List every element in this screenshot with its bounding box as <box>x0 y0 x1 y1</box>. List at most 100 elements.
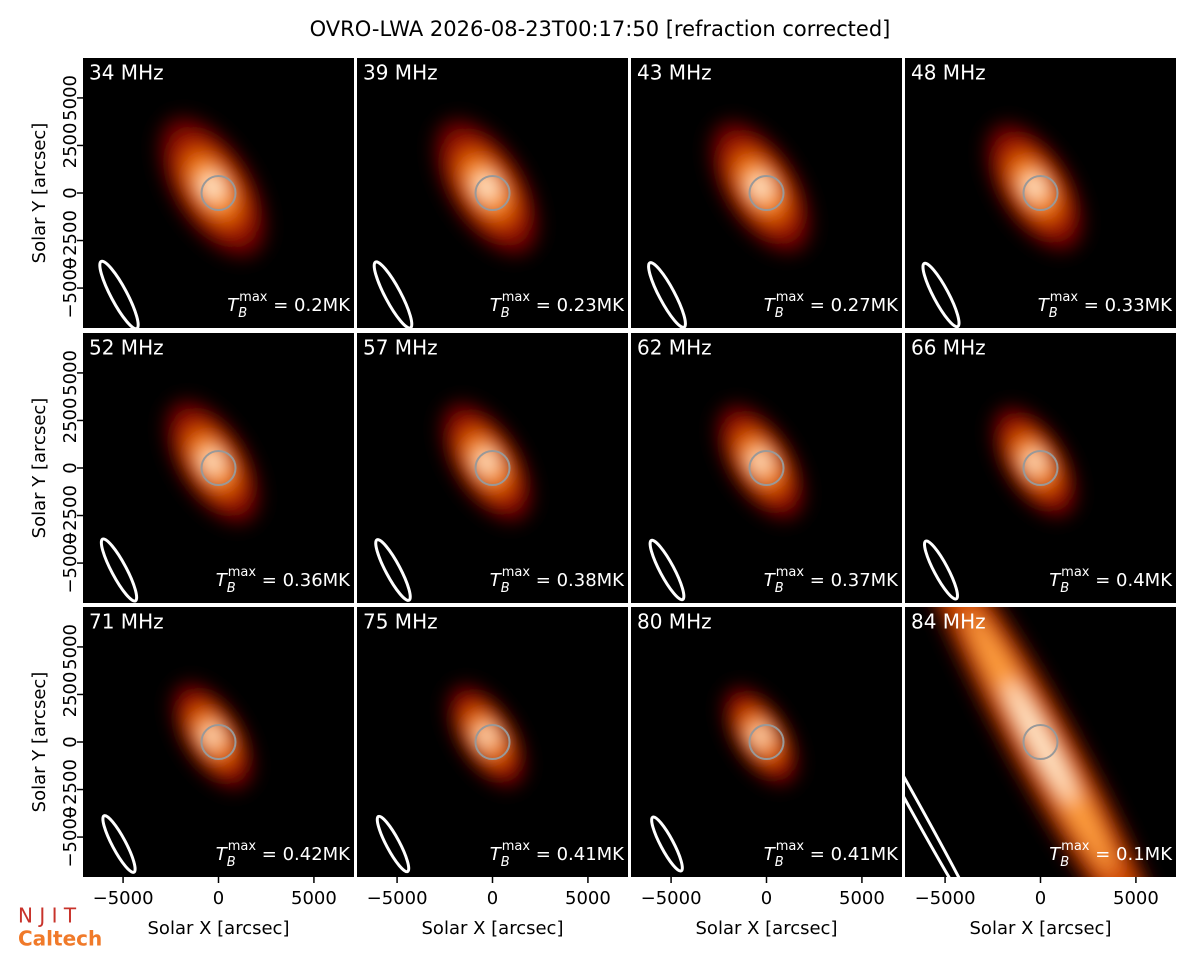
panel <box>631 333 902 603</box>
x-tick-label: 0 <box>761 888 772 909</box>
frequency-label: 52 MHz <box>89 336 164 360</box>
solar-limb <box>1022 724 1059 760</box>
source-layer <box>204 726 221 746</box>
beam <box>648 538 686 602</box>
source-layer <box>1005 680 1076 804</box>
tb-eq: = <box>804 295 831 316</box>
tb-symbol: T <box>490 844 503 865</box>
source-layer <box>203 450 222 474</box>
frequency-label: 66 MHz <box>911 336 986 360</box>
beam <box>375 814 411 874</box>
y-tick-label: 0 <box>60 187 81 198</box>
beam <box>98 259 140 328</box>
frequency-label: 75 MHz <box>363 610 438 634</box>
tb-sup: max <box>1050 290 1079 305</box>
frequency-label: 57 MHz <box>363 336 438 360</box>
tb-sub: B <box>775 581 784 596</box>
source-layer <box>477 451 496 473</box>
radio-source <box>722 686 799 786</box>
tb-sub: B <box>501 581 510 596</box>
beam <box>647 261 687 328</box>
tb-symbol: T <box>490 570 503 591</box>
panel <box>631 58 902 328</box>
radio-source <box>158 115 267 259</box>
source-layer <box>478 726 495 746</box>
tb-eq: = <box>530 295 557 316</box>
tb-eq: = <box>268 295 295 316</box>
solar-limb <box>474 175 511 211</box>
beam <box>922 539 960 601</box>
frequency-label: 43 MHz <box>637 61 712 85</box>
tb-sup: max <box>776 290 805 305</box>
panel <box>83 333 354 603</box>
y-tick-label: −5000 <box>60 258 81 319</box>
x-axis-label: Solar X [arcsec] <box>422 918 564 939</box>
tb-sup: max <box>502 565 531 580</box>
source-layer <box>751 451 770 473</box>
solar-limb <box>1022 450 1059 486</box>
y-tick-label: −5000 <box>60 807 81 868</box>
tb-eq: = <box>256 570 283 591</box>
panel <box>905 333 1176 603</box>
tb-max-label: TBmax = 0.23MK <box>490 290 625 321</box>
tb-sub: B <box>1060 855 1069 870</box>
panel <box>83 58 354 328</box>
panel <box>905 58 1176 328</box>
tb-symbol: T <box>1049 844 1062 865</box>
y-tick-label: 0 <box>60 736 81 747</box>
frequency-label: 39 MHz <box>363 61 438 85</box>
tb-symbol: T <box>764 295 777 316</box>
tb-max-label: TBmax = 0.36MK <box>216 565 351 596</box>
tb-sub: B <box>238 306 247 321</box>
tb-max-label: TBmax = 0.1MK <box>1049 839 1173 870</box>
tb-max-label: TBmax = 0.4MK <box>1049 565 1173 596</box>
tb-sup: max <box>239 290 268 305</box>
tb-max-label: TBmax = 0.37MK <box>764 565 899 596</box>
radio-source <box>715 403 806 521</box>
tb-eq: = <box>804 844 831 865</box>
y-axis-label: Solar Y [arcsec] <box>29 672 50 813</box>
tb-symbol: T <box>764 570 777 591</box>
tb-max-label: TBmax = 0.33MK <box>1038 290 1173 321</box>
x-tick-label: 5000 <box>839 888 885 909</box>
x-tick-label: 0 <box>1035 888 1046 909</box>
radio-source <box>910 607 1171 877</box>
x-tick-label: −5000 <box>641 888 702 909</box>
frequency-label: 62 MHz <box>637 336 712 360</box>
y-tick-label: 5000 <box>60 350 81 396</box>
x-tick-label: 0 <box>213 888 224 909</box>
panel <box>357 58 628 328</box>
panel <box>83 607 354 877</box>
tb-max-label: TBmax = 0.2MK <box>227 290 351 321</box>
tb-sup: max <box>1061 839 1090 854</box>
frequency-label: 48 MHz <box>911 61 986 85</box>
tb-sub: B <box>775 306 784 321</box>
solar-limb <box>748 724 785 760</box>
y-tick-label: 0 <box>60 462 81 473</box>
beam <box>374 538 412 602</box>
y-tick-label: 2500 <box>60 672 81 718</box>
tb-value: 0.4MK <box>1116 570 1173 591</box>
beam <box>921 261 961 328</box>
tb-value: 0.38MK <box>557 570 626 591</box>
radio-source <box>440 401 533 523</box>
x-axis-label: Solar X [arcsec] <box>148 918 290 939</box>
radio-source <box>433 118 540 256</box>
tb-symbol: T <box>227 295 240 316</box>
solar-limb <box>200 175 237 211</box>
tb-symbol: T <box>764 844 777 865</box>
solar-limb <box>748 175 785 211</box>
tb-symbol: T <box>1038 295 1051 316</box>
solar-limb <box>1022 175 1059 211</box>
tb-eq: = <box>1078 295 1105 316</box>
tb-eq: = <box>804 570 831 591</box>
solar-limb <box>474 450 511 486</box>
frequency-label: 84 MHz <box>911 610 986 634</box>
tb-max-label: TBmax = 0.27MK <box>764 290 899 321</box>
tb-symbol: T <box>1049 570 1062 591</box>
beam <box>650 815 684 873</box>
tb-max-label: TBmax = 0.42MK <box>216 839 351 870</box>
y-axis-label: Solar Y [arcsec] <box>29 398 50 539</box>
x-tick-label: −5000 <box>367 888 428 909</box>
